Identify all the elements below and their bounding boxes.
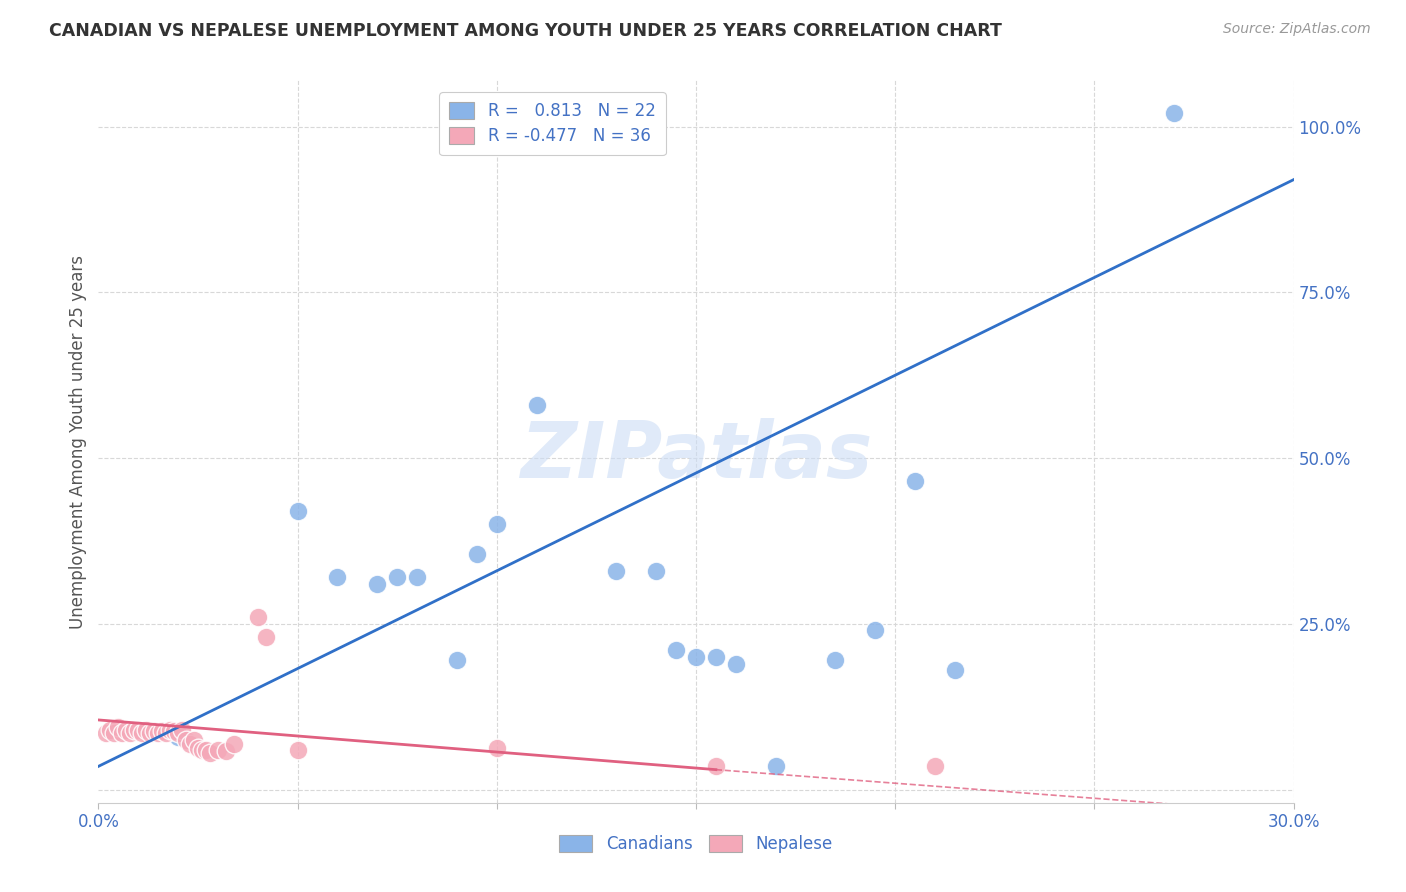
Point [287,743,309,757]
Point [605,564,627,578]
Point [103,726,125,740]
Point [120,726,142,740]
Point [765,759,787,773]
Point [904,475,927,489]
Point [485,741,508,756]
Point [159,723,181,737]
Point [366,577,388,591]
Point [150,724,173,739]
Point [139,726,162,740]
Point [222,738,245,752]
Point [148,726,170,740]
Point [167,726,190,740]
Point [485,517,508,532]
Point [465,547,488,561]
Point [131,726,153,740]
Point [865,624,887,638]
Point [824,653,846,667]
Point [665,643,688,657]
Point [172,723,194,737]
Point [254,630,277,644]
Y-axis label: Unemployment Among Youth under 25 years: Unemployment Among Youth under 25 years [69,254,87,629]
Point [143,724,166,739]
Text: CANADIAN VS NEPALESE UNEMPLOYMENT AMONG YOUTH UNDER 25 YEARS CORRELATION CHART: CANADIAN VS NEPALESE UNEMPLOYMENT AMONG … [49,22,1002,40]
Point [215,744,238,758]
Point [155,726,177,740]
Point [198,746,221,760]
Point [207,743,229,757]
Point [704,650,727,665]
Point [943,663,966,677]
Point [446,653,468,667]
Point [704,759,727,773]
Point [127,723,149,737]
Point [1163,106,1185,120]
Point [174,732,197,747]
Point [111,726,134,740]
Point [195,743,218,757]
Point [724,657,747,671]
Text: Source: ZipAtlas.com: Source: ZipAtlas.com [1223,22,1371,37]
Point [287,504,309,518]
Point [685,650,707,665]
Point [107,720,129,734]
Point [406,570,429,584]
Point [163,724,186,739]
Point [645,564,668,578]
Point [96,726,118,740]
Point [98,723,122,737]
Point [179,738,201,752]
Point [385,570,409,584]
Text: ZIPatlas: ZIPatlas [520,418,872,494]
Point [183,732,205,747]
Point [191,743,214,757]
Point [326,570,349,584]
Point [135,723,157,737]
Point [526,398,548,412]
Point [167,730,190,744]
Legend: Canadians, Nepalese: Canadians, Nepalese [553,828,839,860]
Point [124,723,146,737]
Point [187,740,209,755]
Point [246,610,269,624]
Point [924,759,946,773]
Point [115,723,138,737]
